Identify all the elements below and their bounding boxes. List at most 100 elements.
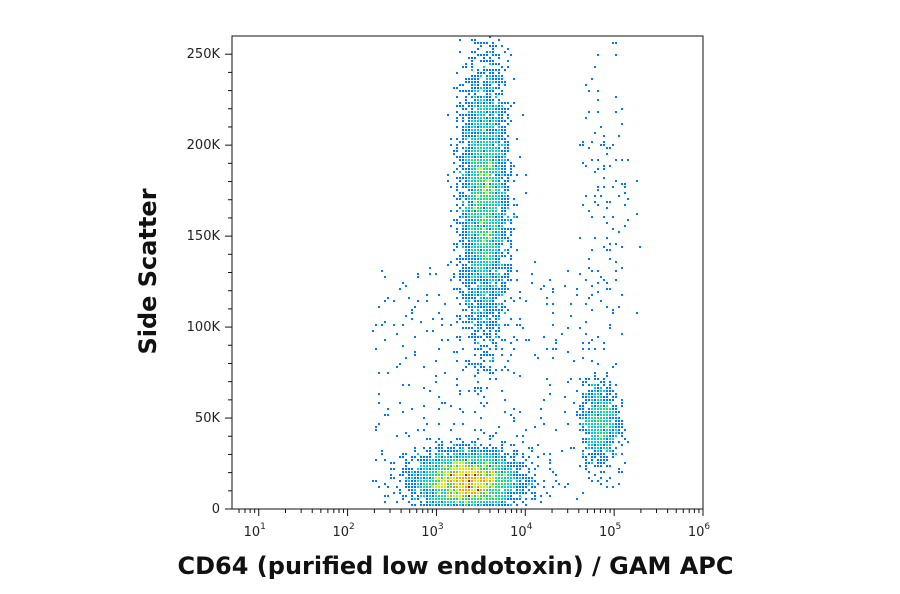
event-dot — [513, 450, 515, 452]
event-dot — [474, 483, 476, 485]
event-dot — [480, 186, 482, 188]
event-dot — [480, 180, 482, 182]
event-dot — [486, 150, 488, 152]
event-dot — [507, 270, 509, 272]
event-dot — [465, 282, 467, 284]
event-dot — [531, 492, 533, 494]
event-dot — [582, 492, 584, 494]
event-dot — [456, 219, 458, 221]
event-dot — [480, 345, 482, 347]
event-dot — [492, 63, 494, 65]
event-dot — [399, 456, 401, 458]
event-dot — [582, 426, 584, 428]
event-dot — [507, 180, 509, 182]
event-dot — [579, 237, 581, 239]
event-dot — [432, 318, 434, 320]
event-dot — [486, 108, 488, 110]
event-dot — [600, 402, 602, 404]
event-dot — [498, 189, 500, 191]
event-dot — [507, 147, 509, 149]
event-dot — [480, 54, 482, 56]
event-dot — [486, 138, 488, 140]
event-dot — [435, 375, 437, 377]
event-dot — [504, 462, 506, 464]
event-dot — [477, 207, 479, 209]
event-dot — [486, 201, 488, 203]
event-dot — [621, 426, 623, 428]
event-dot — [519, 474, 521, 476]
event-dot — [462, 108, 464, 110]
event-dot — [501, 498, 503, 500]
event-dot — [465, 171, 467, 173]
event-dot — [441, 486, 443, 488]
event-dot — [501, 120, 503, 122]
event-dot — [516, 138, 518, 140]
event-dot — [480, 252, 482, 254]
event-dot — [480, 45, 482, 47]
event-dot — [603, 414, 605, 416]
event-dot — [501, 504, 503, 506]
event-dot — [405, 315, 407, 317]
event-dot — [477, 279, 479, 281]
event-dot — [621, 123, 623, 125]
event-dot — [486, 345, 488, 347]
event-dot — [462, 246, 464, 248]
event-dot — [486, 102, 488, 104]
event-dot — [498, 213, 500, 215]
event-dot — [459, 258, 461, 260]
event-dot — [513, 471, 515, 473]
event-dot — [510, 486, 512, 488]
event-dot — [420, 495, 422, 497]
event-dot — [453, 498, 455, 500]
event-dot — [486, 120, 488, 122]
event-dot — [462, 213, 464, 215]
event-dot — [600, 453, 602, 455]
event-dot — [486, 132, 488, 134]
event-dot — [591, 285, 593, 287]
event-dot — [480, 477, 482, 479]
event-dot — [597, 111, 599, 113]
event-dot — [597, 378, 599, 380]
event-dot — [483, 282, 485, 284]
event-dot — [606, 438, 608, 440]
event-dot — [435, 486, 437, 488]
event-dot — [468, 483, 470, 485]
event-dot — [438, 447, 440, 449]
event-dot — [522, 483, 524, 485]
event-dot — [489, 210, 491, 212]
event-dot — [471, 450, 473, 452]
event-dot — [498, 291, 500, 293]
event-dot — [468, 450, 470, 452]
event-dot — [495, 288, 497, 290]
event-dot — [444, 462, 446, 464]
event-dot — [435, 453, 437, 455]
event-dot — [477, 78, 479, 80]
event-dot — [531, 480, 533, 482]
event-dot — [459, 165, 461, 167]
event-dot — [507, 480, 509, 482]
event-dot — [480, 156, 482, 158]
event-dot — [498, 114, 500, 116]
event-dot — [444, 492, 446, 494]
event-dot — [618, 426, 620, 428]
event-dot — [606, 282, 608, 284]
event-dot — [507, 486, 509, 488]
event-dot — [465, 213, 467, 215]
event-dot — [510, 240, 512, 242]
event-dot — [591, 249, 593, 251]
event-dot — [471, 159, 473, 161]
event-dot — [468, 93, 470, 95]
event-dot — [477, 246, 479, 248]
event-dot — [393, 468, 395, 470]
event-dot — [495, 504, 497, 506]
event-dot — [579, 405, 581, 407]
event-dot — [603, 447, 605, 449]
event-dot — [489, 204, 491, 206]
event-dot — [495, 129, 497, 131]
event-dot — [510, 165, 512, 167]
event-dot — [549, 468, 551, 470]
event-dot — [459, 273, 461, 275]
event-dot — [471, 261, 473, 263]
event-dot — [492, 117, 494, 119]
event-dot — [411, 474, 413, 476]
